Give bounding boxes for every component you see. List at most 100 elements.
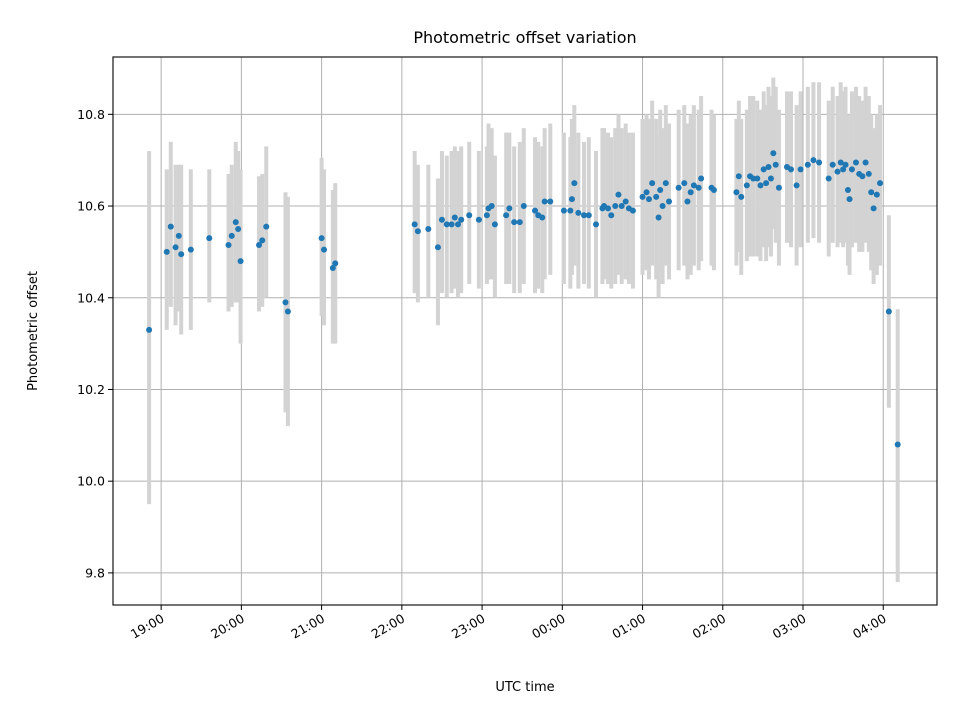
plot-frame xyxy=(112,56,938,606)
data-point xyxy=(666,198,673,205)
data-point xyxy=(232,219,239,226)
x-tick-label: 00:00 xyxy=(529,611,568,642)
data-point xyxy=(605,205,612,212)
x-axis-label: UTC time xyxy=(495,680,554,695)
data-point xyxy=(684,198,691,205)
data-point xyxy=(825,175,832,182)
data-point xyxy=(622,198,629,205)
data-point xyxy=(321,246,328,253)
data-point xyxy=(797,166,804,173)
chart-title: Photometric offset variation xyxy=(413,28,636,47)
data-point xyxy=(675,184,682,191)
data-point xyxy=(491,221,498,228)
data-point xyxy=(695,184,702,191)
data-point xyxy=(733,189,740,196)
data-point xyxy=(282,299,289,306)
data-point xyxy=(443,221,450,228)
x-tick-label: 19:00 xyxy=(128,611,167,642)
x-tick-label: 02:00 xyxy=(690,611,729,642)
data-point xyxy=(844,186,851,193)
data-point xyxy=(228,232,235,239)
data-point xyxy=(256,242,263,249)
data-point xyxy=(837,159,844,166)
data-point xyxy=(503,212,510,219)
data-point xyxy=(816,159,823,166)
data-point xyxy=(511,219,518,226)
data-point xyxy=(770,150,777,157)
data-point xyxy=(332,260,339,267)
y-tick-label: 9.8 xyxy=(85,565,105,580)
data-point xyxy=(765,164,772,171)
error-bars xyxy=(147,77,900,583)
data-point xyxy=(425,225,432,232)
data-point xyxy=(629,207,636,214)
data-point xyxy=(206,235,213,242)
data-point xyxy=(612,203,619,210)
data-point xyxy=(259,237,266,244)
data-point xyxy=(568,196,575,203)
x-tick-label: 21:00 xyxy=(288,611,327,642)
data-point xyxy=(580,212,587,219)
y-tick-label: 10.0 xyxy=(77,474,105,489)
data-points xyxy=(146,150,901,448)
data-point xyxy=(859,173,866,180)
data-point xyxy=(659,203,666,210)
data-point xyxy=(754,175,761,182)
data-point xyxy=(649,180,656,187)
data-point xyxy=(846,196,853,203)
data-point xyxy=(541,198,548,205)
data-point xyxy=(653,193,660,200)
x-tick-label: 04:00 xyxy=(850,611,889,642)
data-point xyxy=(810,157,817,164)
data-point xyxy=(775,184,782,191)
data-point xyxy=(804,161,811,168)
data-point xyxy=(615,191,622,198)
data-point xyxy=(187,246,194,253)
data-point xyxy=(767,175,774,182)
data-point xyxy=(848,166,855,173)
data-point xyxy=(488,203,495,210)
data-point xyxy=(571,180,578,187)
data-point xyxy=(681,180,688,187)
x-tick-label: 20:00 xyxy=(208,611,247,642)
data-point xyxy=(772,161,779,168)
data-point xyxy=(575,209,582,216)
data-point xyxy=(451,214,458,221)
data-point xyxy=(163,248,170,255)
data-point xyxy=(237,258,244,265)
data-point xyxy=(520,203,527,210)
y-tick-label: 10.2 xyxy=(77,382,105,397)
data-point xyxy=(483,212,490,219)
data-point xyxy=(757,182,764,189)
data-point xyxy=(175,232,182,239)
data-point xyxy=(870,205,877,212)
data-point xyxy=(657,186,664,193)
data-point xyxy=(585,212,592,219)
data-point xyxy=(284,308,291,315)
data-point xyxy=(645,196,652,203)
data-point xyxy=(458,216,465,223)
data-point xyxy=(593,221,600,228)
data-point xyxy=(877,180,884,187)
x-tick-label: 03:00 xyxy=(770,611,809,642)
data-point xyxy=(643,189,650,196)
data-point xyxy=(743,182,750,189)
data-point xyxy=(760,166,767,173)
x-tick-label: 01:00 xyxy=(609,611,648,642)
data-point xyxy=(532,207,539,214)
y-axis-label: Photometric offset xyxy=(26,271,41,391)
data-point xyxy=(146,326,153,333)
data-point xyxy=(235,225,242,232)
data-point xyxy=(411,221,418,228)
data-point xyxy=(618,203,625,210)
data-point xyxy=(455,221,462,228)
y-tick-label: 10.4 xyxy=(77,290,105,305)
x-tick-label: 23:00 xyxy=(449,611,488,642)
data-point xyxy=(865,170,872,177)
data-point xyxy=(172,244,179,251)
data-point xyxy=(710,186,717,193)
data-point xyxy=(547,198,554,205)
data-point xyxy=(829,161,836,168)
data-point xyxy=(840,166,847,173)
